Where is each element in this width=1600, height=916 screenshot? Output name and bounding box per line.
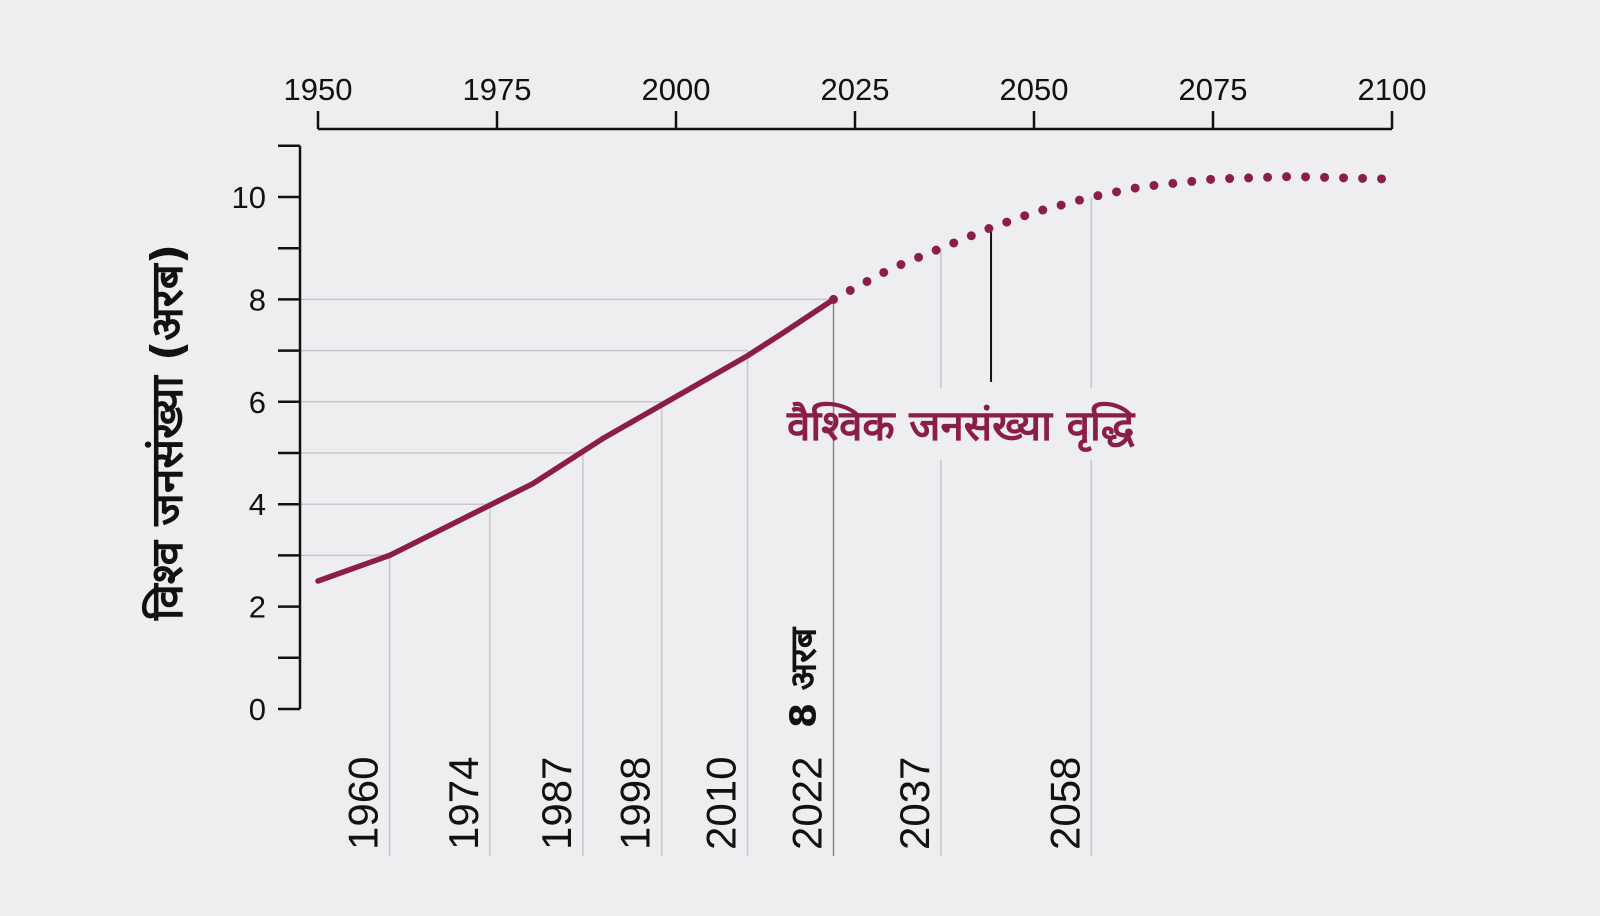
y-tick-label: 6 [249, 385, 266, 420]
axes: 1950 1975 2000 2025 2050 2075 2100 0 2 4 6 8 10 विश्व… [141, 72, 1426, 727]
y-tick-label: 0 [249, 692, 266, 727]
x-tick-label: 2050 [1000, 72, 1069, 107]
milestone-year-label: 1960 [340, 757, 387, 850]
milestone-annotation: 8 अरब [784, 626, 825, 728]
historical-solid-line [315, 296, 837, 584]
milestone-year-label: 2022 [784, 757, 831, 850]
milestone-year-label: 2037 [891, 757, 938, 850]
milestone-year-label: 1998 [612, 757, 659, 850]
y-axis-title: विश्व जनसंख्या (अरब) [141, 244, 193, 621]
x-tick-label: 2025 [821, 72, 890, 107]
x-tick-label: 2000 [642, 72, 711, 107]
x-tick-label: 1975 [463, 72, 532, 107]
milestone-year-label: 2058 [1041, 757, 1088, 850]
milestone-guides [300, 197, 1093, 856]
y-tick-label: 2 [249, 590, 266, 625]
y-tick-label: 4 [249, 487, 266, 522]
chart-labels: 1960 1974 1987 1998 2010 2022 2037 2058 वैश्विक … [340, 401, 1136, 850]
x-tick-label: 2100 [1358, 72, 1427, 107]
population-lines [315, 171, 1397, 584]
milestone-year-label: 1987 [533, 757, 580, 850]
y-tick-label: 10 [232, 180, 266, 215]
projection-dotted-line [829, 171, 1397, 304]
x-tick-label: 2075 [1179, 72, 1248, 107]
chart-title: वैश्विक जनसंख्या वृद्धि [786, 401, 1136, 452]
milestone-year-label: 1974 [440, 757, 487, 850]
x-tick-label: 1950 [284, 72, 353, 107]
y-tick-label: 8 [249, 282, 266, 317]
milestone-year-label: 2010 [698, 757, 745, 850]
